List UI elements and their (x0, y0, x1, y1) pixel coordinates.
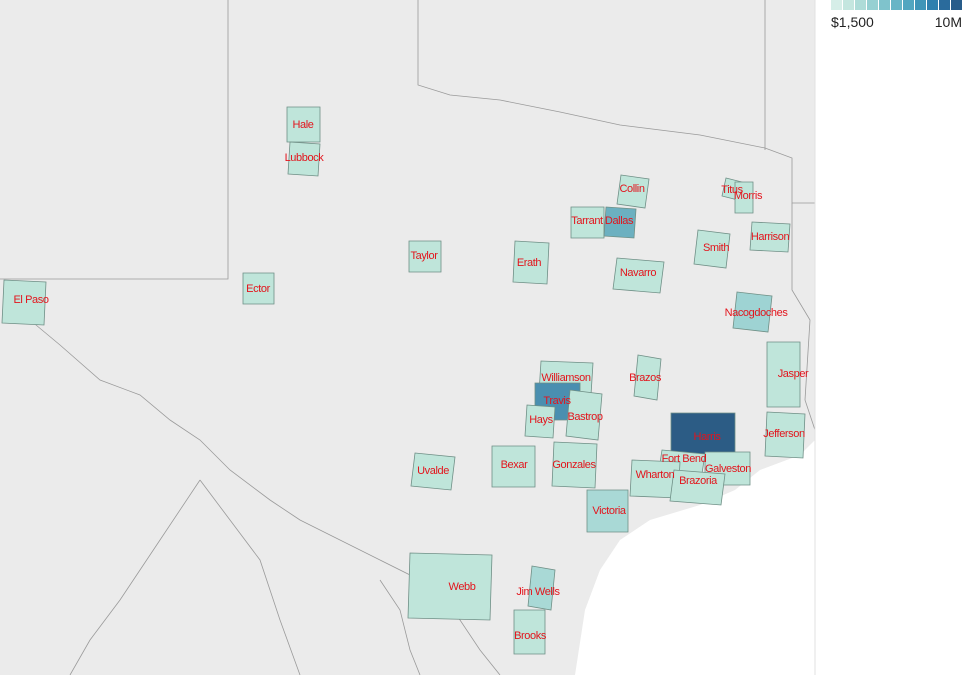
county-label: Wharton (636, 469, 675, 481)
county-shape (551, 441, 598, 489)
state-border (0, 0, 229, 280)
county-label: Ector (246, 283, 270, 295)
county-label: Taylor (411, 250, 439, 262)
county-shape (612, 257, 665, 294)
legend-swatch (915, 0, 926, 10)
county-label: Harris (694, 431, 722, 443)
county-label: Gonzales (552, 459, 596, 471)
county-shape (410, 452, 456, 491)
county-label: Williamson (541, 372, 590, 384)
legend-swatch (903, 0, 914, 10)
county-label: Morris (734, 190, 763, 202)
county-shape (565, 389, 603, 441)
county-shape (749, 221, 791, 253)
county-shape (603, 206, 637, 239)
mx-border (199, 479, 301, 675)
legend-swatch (843, 0, 854, 10)
county-shape (527, 565, 556, 611)
legend-swatch (939, 0, 950, 10)
county-label: Jasper (778, 368, 809, 380)
county-label: Nacogdoches (725, 307, 789, 319)
county-label: Lubbock (285, 152, 325, 164)
county-label: Navarro (620, 267, 657, 279)
county-shape (286, 106, 321, 143)
mx-border (379, 579, 421, 675)
county-label: Hays (529, 414, 553, 426)
county-shape (693, 229, 731, 269)
county-shape (734, 181, 754, 214)
county-shape (513, 609, 546, 655)
county-shape (570, 206, 605, 239)
county-shape (407, 552, 493, 621)
county-shape (287, 141, 321, 177)
county-shape (491, 445, 536, 488)
legend: $1,500 10M (831, 0, 962, 30)
county-label: El Paso (13, 294, 48, 306)
county-shape (732, 291, 773, 333)
county-label: Collin (619, 183, 644, 195)
state-border (791, 203, 816, 431)
county-label: Dallas (605, 215, 634, 227)
legend-swatch (867, 0, 878, 10)
county-shape (512, 240, 550, 285)
county-label: Travis (543, 395, 571, 407)
counties: Hale Lubbock Collin Tarrant Dallas TitusMorri… (1, 106, 809, 655)
county-shape (669, 469, 726, 506)
county-label: Fort Bend (662, 453, 707, 465)
gulf-water (575, 440, 815, 675)
mx-border (69, 479, 201, 675)
county-shape (616, 174, 650, 209)
county-label: Jefferson (763, 428, 805, 440)
legend-swatch (855, 0, 866, 10)
legend-swatch (891, 0, 902, 10)
county-shape (764, 411, 806, 459)
borders (0, 0, 816, 675)
county-label: Titus (721, 184, 743, 196)
county-label: Webb (449, 581, 476, 593)
county-label: Harrison (751, 231, 790, 243)
county-label: Erath (517, 257, 542, 269)
county-label: Tarrant (571, 215, 603, 227)
county-shape (242, 272, 275, 305)
legend-swatch (927, 0, 938, 10)
county-label: Bexar (501, 459, 528, 471)
county-shape (766, 341, 801, 408)
legend-max: 10M (935, 14, 962, 30)
county-label: Victoria (592, 505, 627, 517)
county-label: Jim Wells (516, 586, 560, 598)
legend-min: $1,500 (831, 14, 874, 30)
county-label: Hale (292, 119, 313, 131)
state-border (417, 0, 815, 204)
county-shape (1, 279, 47, 326)
county-shape (524, 404, 556, 439)
county-shape (408, 240, 442, 273)
county-label: Smith (703, 242, 729, 254)
legend-panel (815, 0, 967, 675)
county-label: Galveston (705, 463, 751, 475)
county-shape (586, 489, 629, 533)
legend-swatch (831, 0, 842, 10)
legend-swatch (879, 0, 890, 10)
county-label: Uvalde (417, 465, 449, 477)
legend-swatch (951, 0, 962, 10)
county-label: Bastrop (567, 411, 602, 423)
county-label: Brazoria (679, 475, 718, 487)
county-shape (633, 354, 662, 401)
county-label: Brazos (629, 372, 662, 384)
county-label: Brooks (514, 630, 547, 642)
